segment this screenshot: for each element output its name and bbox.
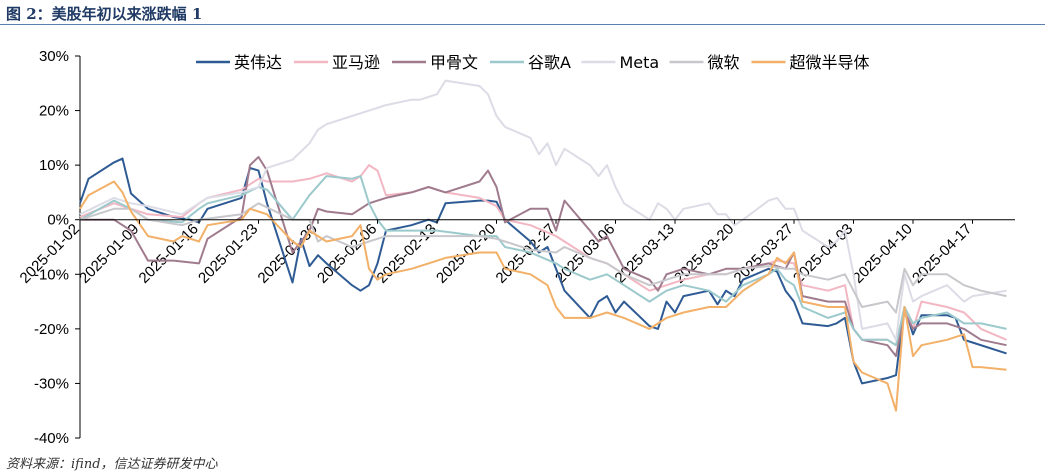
series-line-英伟达 [79, 157, 1007, 385]
legend-label: 亚马逊 [332, 53, 380, 72]
series-line-Meta [79, 79, 1007, 341]
x-tick-label: 2025-03-20 [671, 221, 737, 287]
y-tick-label: 30% [39, 48, 69, 65]
legend-label: 谷歌A [528, 53, 571, 72]
source-note: 资料来源：ifind，信达证券研发中心 [6, 457, 218, 472]
series-line-谷歌A [79, 175, 1007, 347]
series-lines [79, 79, 1007, 412]
y-tick-label: 0% [47, 212, 69, 229]
legend-label: 超微半导体 [790, 53, 870, 72]
legend: 英伟达 亚马逊 甲骨文 谷歌A Meta 微软 超微半导体 [196, 53, 870, 72]
x-tick-label: 2025-01-16 [136, 221, 202, 287]
line-chart: 30% 20% 10% 0% -10% -20% -30% -40% 2025-01-0220… [17, 48, 1015, 447]
y-tick-label: -30% [34, 375, 69, 392]
x-tick-label: 2025-02-06 [314, 221, 380, 287]
y-tick-label: 20% [39, 103, 69, 120]
y-tick-label: -40% [34, 430, 69, 447]
y-axis: 30% 20% 10% 0% -10% -20% -30% -40% [34, 48, 81, 447]
legend-label: 微软 [708, 53, 740, 72]
legend-label: 英伟达 [234, 53, 282, 72]
series-line-超微半导体 [79, 180, 1007, 412]
y-tick-label: 10% [39, 157, 69, 174]
y-tick-label: -10% [34, 266, 69, 283]
x-axis: 2025-01-022025-01-092025-01-162025-01-23… [17, 221, 976, 287]
title-rule [0, 24, 1045, 25]
x-tick-label: 2025-01-09 [76, 221, 142, 287]
legend-label: 甲骨文 [430, 53, 478, 72]
zero-axis [79, 219, 1015, 224]
y-tick-label: -20% [34, 321, 69, 338]
legend-label: Meta [620, 53, 660, 72]
x-tick-label: 2025-02-27 [493, 221, 559, 287]
figure-title: 图 2：美股年初以来涨跌幅 1 [6, 5, 203, 23]
